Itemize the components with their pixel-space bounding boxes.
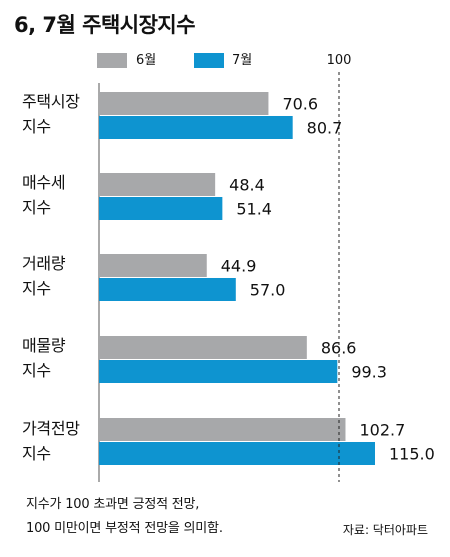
legend-label-june: 6월: [136, 53, 157, 68]
category-label-line1: 매수세: [22, 173, 66, 192]
data-label-july: 115.0: [389, 445, 435, 464]
data-label-july: 57.0: [250, 281, 286, 300]
data-label-june: 44.9: [221, 257, 257, 276]
data-label-june: 102.7: [359, 421, 405, 440]
bar-july: [99, 278, 236, 301]
category-label-line1: 주택시장: [22, 92, 80, 111]
legend-label-july: 7월: [232, 53, 253, 68]
legend-swatch-june: [97, 53, 127, 68]
bar-june: [99, 92, 269, 115]
data-label-july: 51.4: [236, 200, 272, 219]
data-label-july: 80.7: [307, 119, 343, 138]
chart-title: 6, 7월 주택시장지수: [14, 13, 196, 37]
data-label-july: 99.3: [351, 363, 387, 382]
footnote-line1: 지수가 100 초과면 긍정적 전망,: [26, 497, 200, 512]
bar-july: [99, 442, 375, 465]
category-label-line2: 지수: [22, 361, 51, 380]
category-label-line1: 가격전망: [22, 419, 80, 438]
category-label-line1: 매물량: [22, 336, 66, 355]
category-label-line2: 지수: [22, 279, 51, 298]
bar-june: [99, 336, 307, 359]
category-label-line2: 지수: [22, 117, 51, 136]
bar-june: [99, 418, 346, 441]
bar-july: [99, 360, 338, 383]
category-label-line2: 지수: [22, 444, 51, 463]
data-label-june: 70.6: [282, 95, 318, 114]
footnote-line2: 100 미만이면 부정적 전망을 의미함.: [26, 521, 223, 536]
data-label-june: 48.4: [229, 176, 265, 195]
bar-june: [99, 173, 216, 196]
legend-swatch-july: [194, 53, 224, 68]
reference-line-label: 100: [326, 53, 352, 68]
bar-july: [99, 116, 293, 139]
source-note: 자료: 닥터아파트: [342, 523, 428, 537]
bar-june: [99, 254, 207, 277]
category-label-line2: 지수: [22, 198, 51, 217]
category-label-line1: 거래량: [22, 254, 66, 273]
bar-july: [99, 197, 223, 220]
